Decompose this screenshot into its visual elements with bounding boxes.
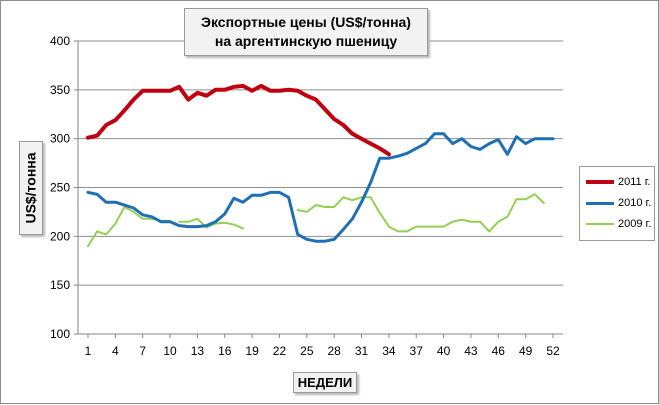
x-tick-label-16: 16 — [218, 344, 232, 358]
x-tick-label-22: 22 — [273, 344, 287, 358]
x-tick-label-52: 52 — [546, 344, 560, 358]
legend-label-2009: 2009 г. — [618, 218, 652, 230]
y-tick-label-300: 300 — [50, 132, 70, 146]
legend-swatch-2009 — [586, 223, 614, 225]
x-tick-label-46: 46 — [492, 344, 506, 358]
y-tick-label-100: 100 — [50, 327, 70, 341]
legend-item-2010: 2010 г. — [586, 195, 651, 211]
y-tick-label-200: 200 — [50, 229, 70, 243]
x-tick-label-34: 34 — [382, 344, 396, 358]
x-tick-label-40: 40 — [437, 344, 451, 358]
y-tick-label-350: 350 — [50, 83, 70, 97]
chart-title-line2: на аргентинскую пшеницу — [214, 33, 398, 49]
x-axis-title-text: НЕДЕЛИ — [297, 375, 353, 390]
y-axis-title-text: US$/тонна — [23, 152, 40, 224]
x-tick-label-43: 43 — [464, 344, 478, 358]
x-tick-label-31: 31 — [355, 344, 369, 358]
y-tick-label-250: 250 — [50, 181, 70, 195]
x-tick-label-37: 37 — [410, 344, 424, 358]
x-tick-label-25: 25 — [300, 344, 314, 358]
series-line-2009-seg1 — [87, 206, 172, 248]
y-tick-label-150: 150 — [50, 278, 70, 292]
legend-item-2009: 2009 г. — [586, 216, 651, 232]
series-line-2011 — [86, 83, 391, 157]
legend-swatch-2011 — [586, 180, 614, 184]
x-tick-label-19: 19 — [245, 344, 259, 358]
x-tick-label-13: 13 — [191, 344, 205, 358]
chart-title: Экспортные цены (US$/тонна) на аргентинс… — [184, 8, 428, 56]
legend-swatch-2010 — [586, 201, 614, 205]
legend-label-2010: 2010 г. — [618, 197, 652, 209]
x-axis-title: НЕДЕЛИ — [293, 372, 357, 393]
series-line-2009-seg2 — [178, 217, 244, 230]
x-tick-label-4: 4 — [112, 344, 119, 358]
chart-title-line1: Экспортные цены (US$/тонна) — [201, 14, 411, 30]
y-axis-title: US$/тонна — [19, 141, 43, 235]
legend: 2011 г. 2010 г. 2009 г. — [579, 166, 655, 241]
series-line-2009-seg3 — [296, 193, 545, 233]
legend-label-2011: 2011 г. — [618, 176, 651, 188]
x-tick-label-28: 28 — [327, 344, 341, 358]
y-tick-label-400: 400 — [50, 34, 70, 48]
legend-item-2011: 2011 г. — [586, 174, 650, 190]
series-line-2010 — [86, 132, 555, 243]
x-tick-label-10: 10 — [163, 344, 177, 358]
x-tick-label-1: 1 — [85, 344, 92, 358]
x-tick-label-7: 7 — [139, 344, 146, 358]
x-tick-label-49: 49 — [519, 344, 533, 358]
